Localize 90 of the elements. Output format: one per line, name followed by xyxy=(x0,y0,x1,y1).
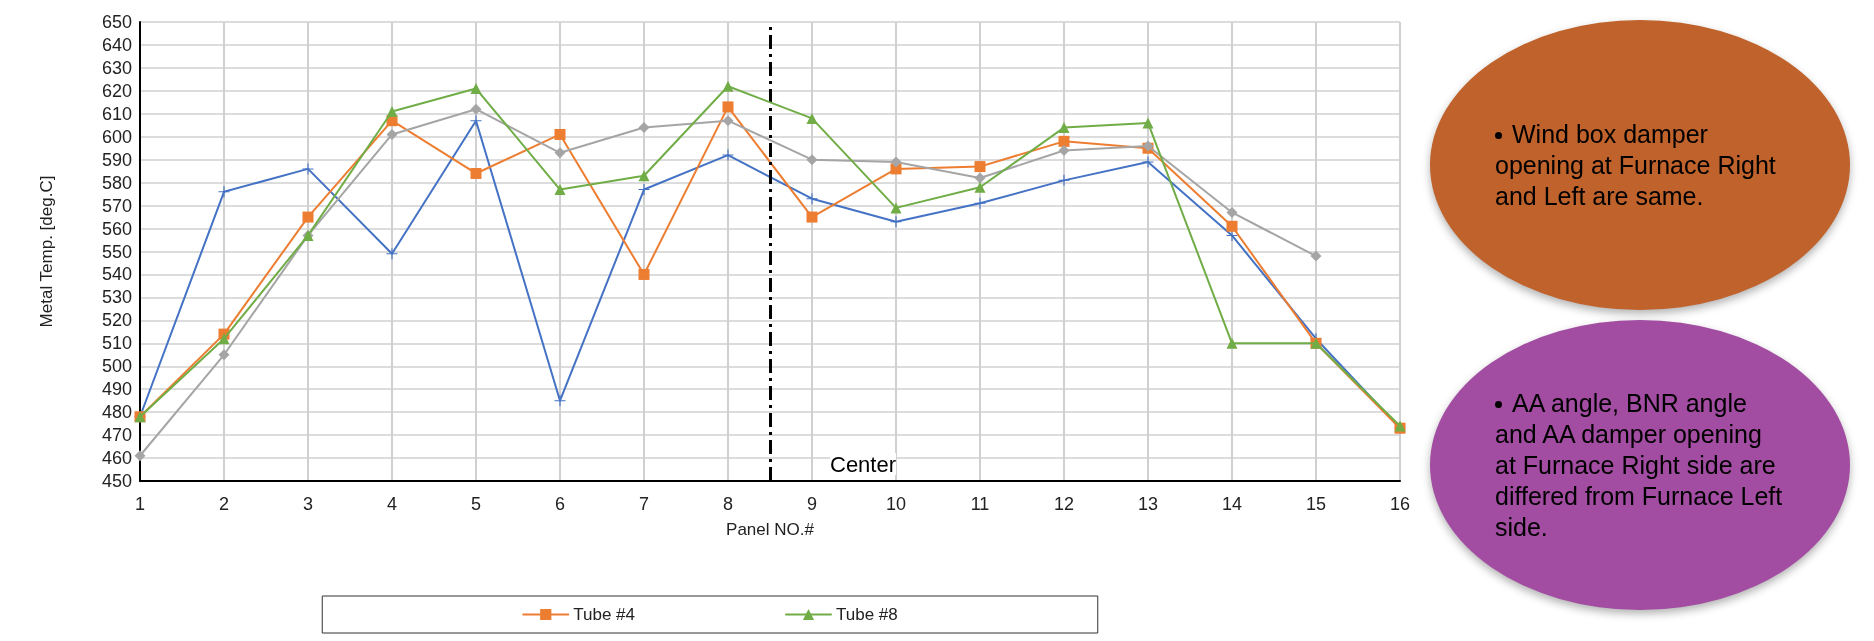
x-tick-label: 5 xyxy=(470,494,482,514)
point xyxy=(386,106,398,117)
ref-line-label: Center xyxy=(830,451,897,477)
point xyxy=(554,147,566,159)
x-axis-title: Panel NO.# xyxy=(726,520,815,539)
y-tick-label: 650 xyxy=(101,12,132,32)
legend-label: Tube #8 xyxy=(836,605,898,624)
point xyxy=(722,149,734,161)
y-tick-label: 620 xyxy=(101,80,132,101)
y-tick-label: 540 xyxy=(101,264,132,285)
point xyxy=(806,154,818,166)
point xyxy=(470,103,482,115)
y-tick-label: 500 xyxy=(101,356,132,377)
y-tick-label: 600 xyxy=(101,126,132,147)
point xyxy=(1058,174,1070,186)
point xyxy=(1058,135,1070,147)
y-tick-label: 630 xyxy=(101,57,132,78)
point xyxy=(890,216,902,228)
point xyxy=(890,156,902,168)
point xyxy=(1226,337,1238,349)
point xyxy=(302,163,314,175)
y-tick-label: 550 xyxy=(101,241,132,262)
point xyxy=(1310,250,1322,262)
point xyxy=(806,112,818,124)
x-tick-label: 8 xyxy=(722,494,734,514)
point xyxy=(638,122,650,134)
point xyxy=(974,197,986,209)
point xyxy=(218,333,230,345)
x-tick-label: 10 xyxy=(885,494,907,514)
x-tick-label: 2 xyxy=(218,494,230,514)
x-tick-label: 6 xyxy=(554,494,566,514)
point xyxy=(470,115,482,127)
point xyxy=(134,450,146,462)
y-tick-label: 580 xyxy=(101,172,132,193)
point xyxy=(806,193,818,205)
point xyxy=(722,80,734,92)
x-tick-label: 4 xyxy=(386,494,398,514)
point xyxy=(638,184,650,196)
x-tick-label: 15 xyxy=(1305,494,1327,514)
x-tick-label: 11 xyxy=(970,494,990,514)
y-tick-label: 610 xyxy=(101,103,132,124)
y-tick-label: 570 xyxy=(101,195,132,216)
point xyxy=(218,186,230,198)
y-tick-label: 490 xyxy=(101,379,132,400)
point xyxy=(1058,122,1070,134)
y-axis-title: Metal Temp. [deg.C] xyxy=(37,175,56,328)
point xyxy=(554,395,566,407)
y-tick-label: 640 xyxy=(101,34,132,55)
y-tick-label: 470 xyxy=(101,425,132,446)
y-tick-label: 510 xyxy=(101,333,132,354)
x-tick-label: 7 xyxy=(638,494,650,514)
point xyxy=(638,268,650,280)
y-tick-label: 560 xyxy=(101,218,132,239)
point xyxy=(638,170,650,182)
point xyxy=(1142,117,1154,129)
y-tick-label: 590 xyxy=(101,149,132,170)
x-tick-label: 3 xyxy=(302,494,314,514)
point xyxy=(806,211,818,223)
point xyxy=(1142,156,1154,168)
point xyxy=(302,211,314,223)
point xyxy=(1226,220,1238,232)
oval-callout: AA angle, BNR angle and AA damper opening at Furnace Right side are differed from Furnace Left side. xyxy=(1430,320,1850,610)
point xyxy=(554,128,566,140)
oval-callout: Wind box damper opening at Furnace Right and Left are same. xyxy=(1430,20,1850,310)
x-tick-label: 12 xyxy=(1053,494,1075,514)
point xyxy=(974,161,986,173)
point xyxy=(386,128,398,140)
x-tick-label: 16 xyxy=(1389,494,1411,514)
x-tick-label: 14 xyxy=(1221,494,1243,514)
y-tick-label: 530 xyxy=(101,287,132,308)
point xyxy=(554,184,566,196)
x-tick-label: 1 xyxy=(134,494,146,514)
x-tick-label: 13 xyxy=(1137,494,1159,514)
point xyxy=(1226,206,1238,218)
point xyxy=(722,115,734,127)
point xyxy=(974,172,986,184)
point xyxy=(218,349,230,361)
x-tick-label: 9 xyxy=(806,494,818,514)
y-tick-label: 480 xyxy=(101,402,132,423)
y-tick-label: 520 xyxy=(101,310,132,331)
point xyxy=(1058,145,1070,157)
point xyxy=(470,83,482,95)
point xyxy=(890,202,902,214)
y-tick-label: 460 xyxy=(101,448,132,469)
point xyxy=(974,181,986,193)
y-tick-label: 450 xyxy=(101,471,132,491)
point xyxy=(470,167,482,179)
point xyxy=(722,101,734,113)
legend-label: Tube #4 xyxy=(573,605,635,624)
point xyxy=(386,248,398,260)
